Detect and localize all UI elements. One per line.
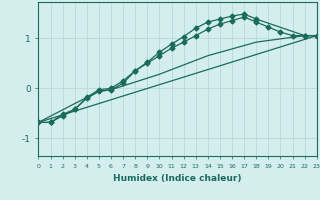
X-axis label: Humidex (Indice chaleur): Humidex (Indice chaleur) <box>113 174 242 183</box>
